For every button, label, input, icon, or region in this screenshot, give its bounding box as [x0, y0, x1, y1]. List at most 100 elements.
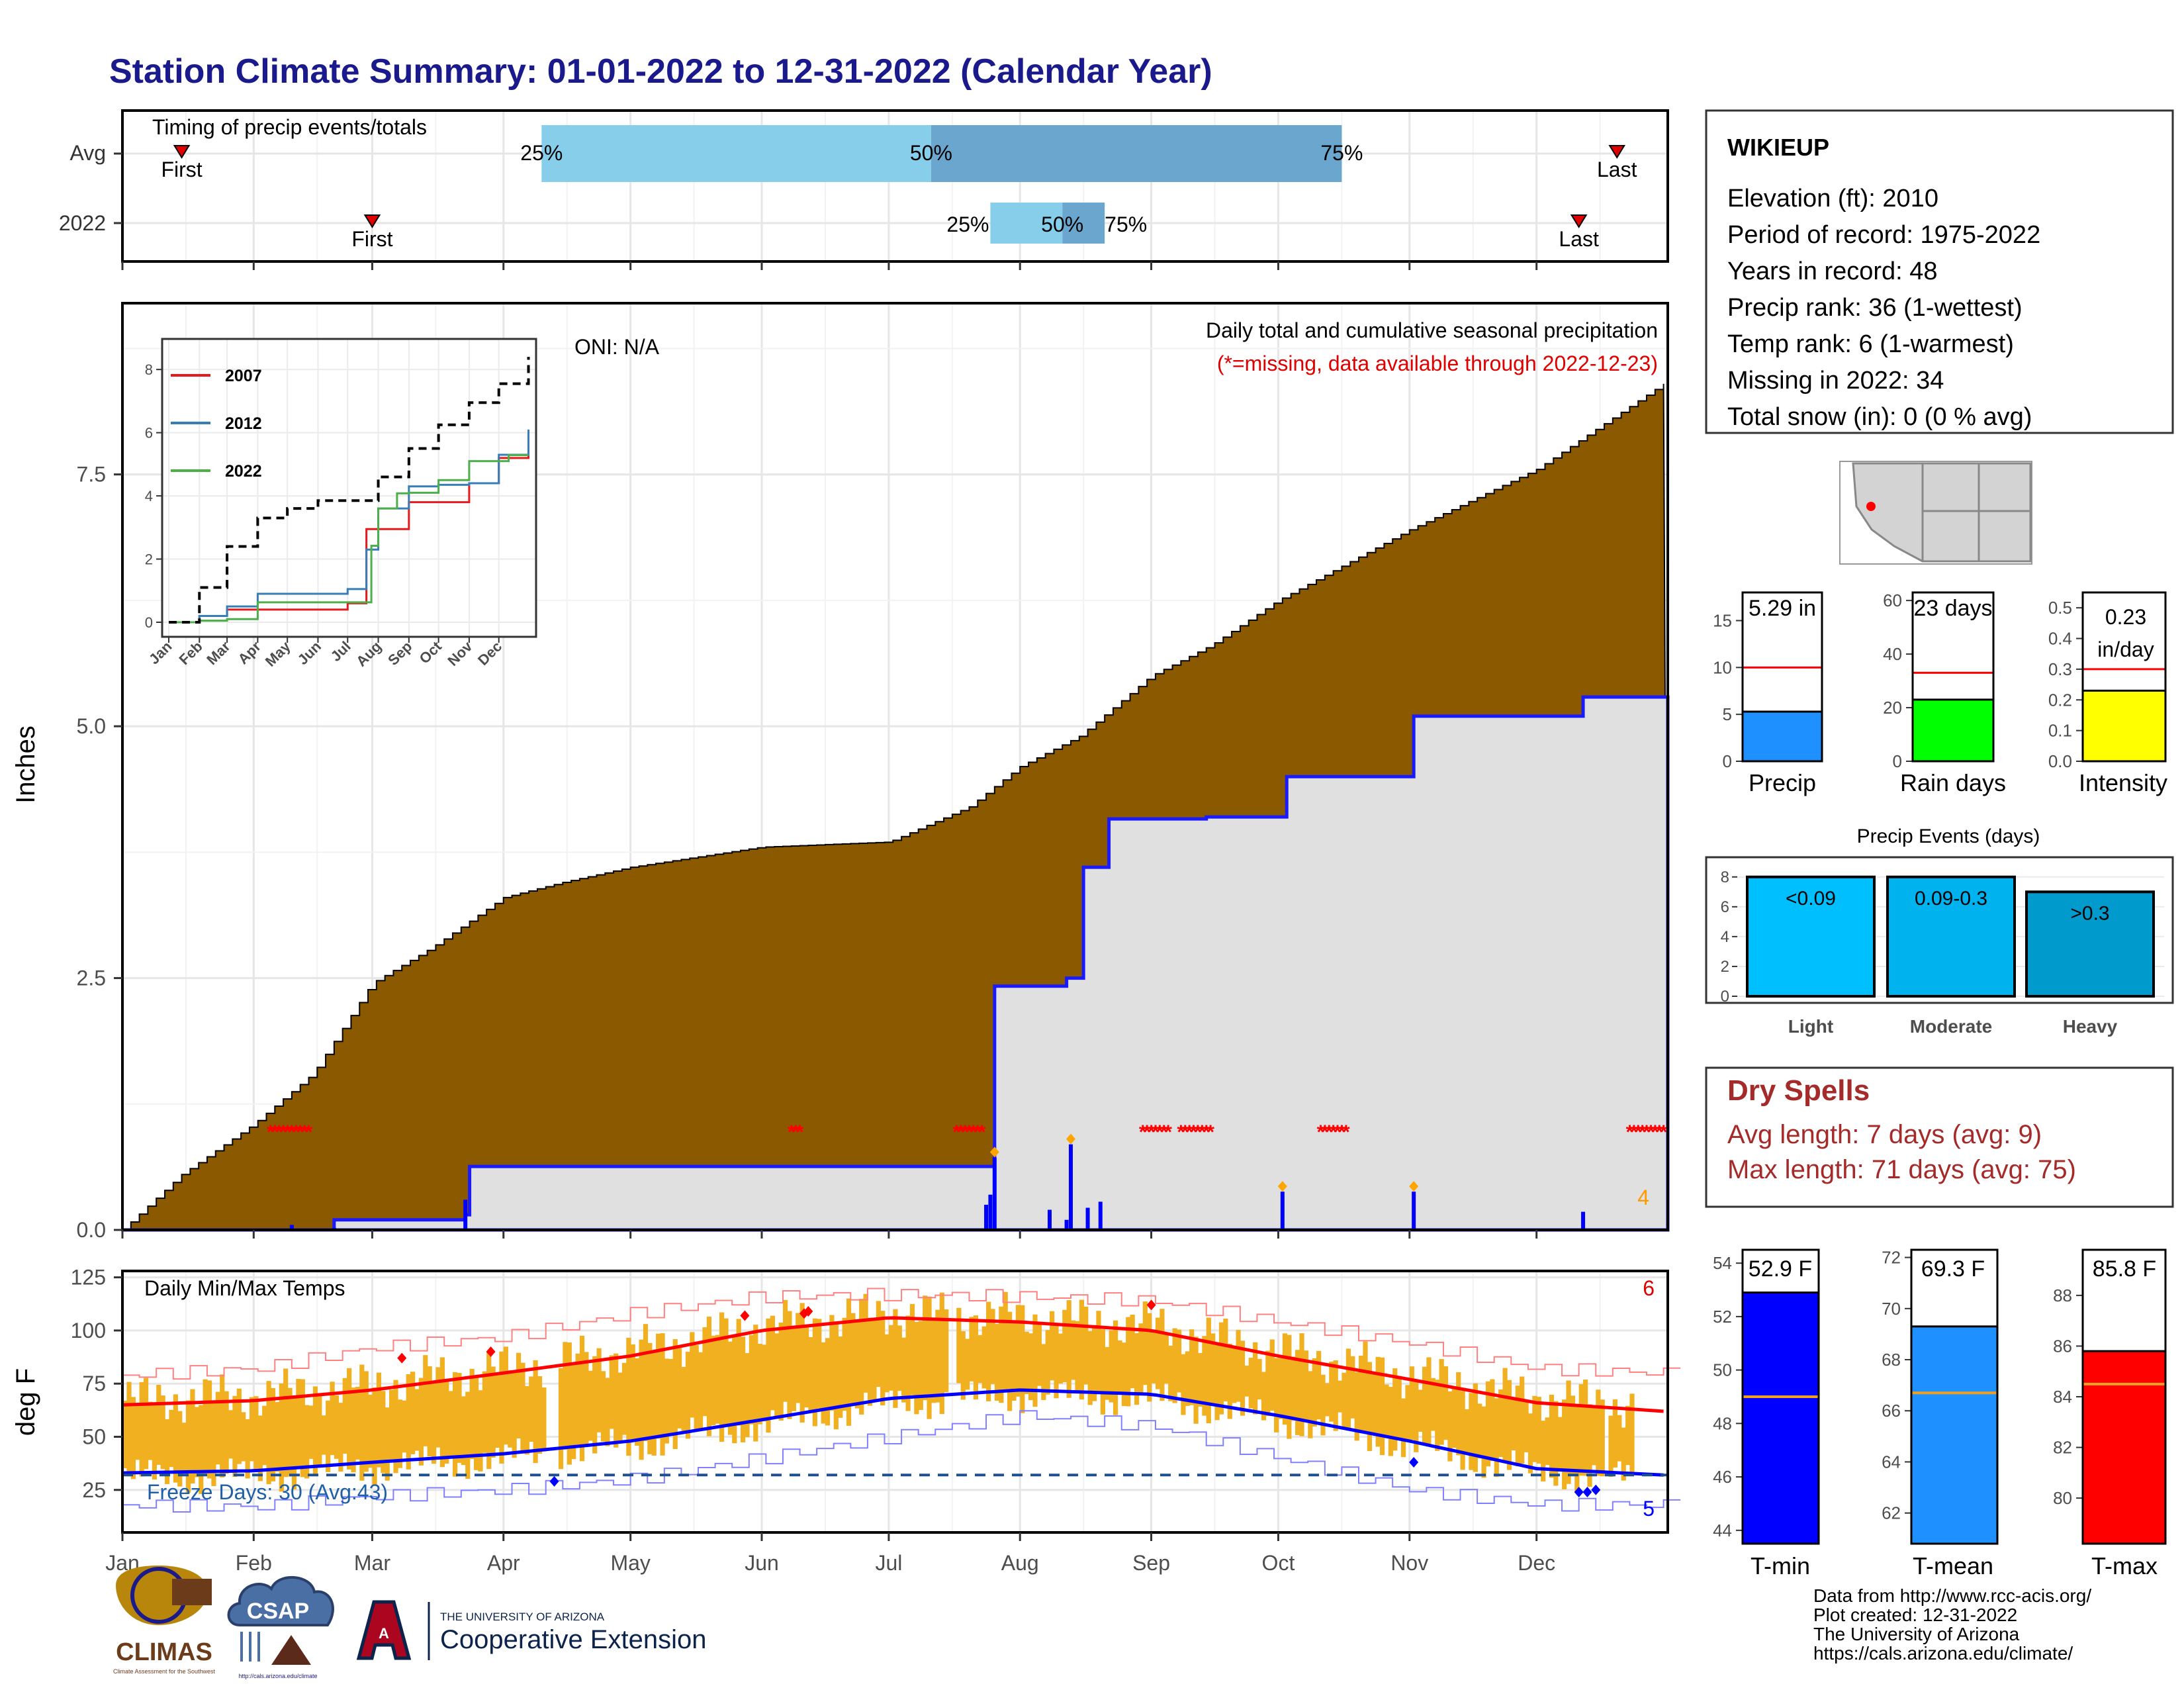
temp-range-bar — [944, 1309, 949, 1393]
temp-range-bar — [406, 1374, 411, 1470]
temp-range-bar — [1490, 1379, 1495, 1461]
temp-range-bar — [1498, 1389, 1504, 1457]
temp-range-bar — [956, 1307, 962, 1383]
temp-x-ticks — [121, 1532, 1538, 1541]
temp-range-bar — [732, 1334, 737, 1444]
precip-events-chart: Precip Events (days) 0 2 4 6 8 <0.09 Light 0.09… — [1705, 825, 2174, 1037]
temp-range-bar — [1189, 1329, 1195, 1405]
temp-range-bar — [1232, 1347, 1237, 1403]
temp-range-bar — [600, 1371, 606, 1442]
temp-range-bar — [1020, 1305, 1025, 1413]
oni-label: ONI: N/A — [574, 335, 660, 359]
temp-range-bar — [1011, 1323, 1017, 1401]
temp-range-bar — [1028, 1333, 1034, 1401]
mini-bar-frame — [2081, 591, 2167, 763]
temp-range-bar — [291, 1397, 297, 1489]
temp-range-bar — [927, 1296, 932, 1419]
temp-range-bar — [1083, 1306, 1089, 1385]
temp-range-bar — [381, 1391, 386, 1474]
temp-range-bar — [803, 1326, 809, 1408]
tbar-frame — [2081, 1248, 2167, 1545]
temp-range-bar — [1176, 1329, 1182, 1393]
precip-y-ticks: 0.0 2.5 5.0 7.5 — [77, 463, 122, 1242]
temp-range-bar — [461, 1396, 466, 1466]
temp-range-bar — [782, 1299, 788, 1402]
temp-range-bar — [1105, 1346, 1110, 1400]
temp-range-bar — [537, 1376, 543, 1454]
mini-bar-y-tick-label: 0.4 — [2048, 629, 2072, 649]
month-tick-label: Nov — [1390, 1551, 1428, 1575]
temp-range-bar — [685, 1351, 691, 1439]
timing-bars: 25% 50% 75% First Last 25% 50% 75% First Last — [161, 125, 1637, 251]
mini-bar-fill — [1741, 710, 1823, 763]
missing-marker: * — [300, 1121, 308, 1143]
temp-range-bar — [1494, 1398, 1499, 1477]
tbar-y-tick-label: 50 — [1713, 1360, 1732, 1380]
temp-range-bar — [1015, 1305, 1021, 1397]
temp-range-bar — [1142, 1301, 1148, 1385]
temp-range-bar — [1227, 1343, 1232, 1419]
temp-range-bar — [741, 1336, 746, 1442]
tbar-y-tick-label: 70 — [1882, 1299, 1901, 1319]
temp-range-bar — [448, 1391, 453, 1456]
climas-logo: CLIMAS Climate Assessment for the Southw… — [113, 1566, 216, 1675]
temp-range-bar — [1109, 1330, 1114, 1403]
temp-range-bar — [1024, 1331, 1029, 1395]
temp-range-bar — [639, 1339, 644, 1460]
temp-range-bar — [465, 1391, 471, 1479]
temp-range-bar — [563, 1342, 568, 1450]
temp-range-bar — [778, 1323, 784, 1421]
temp-range-bar — [1375, 1356, 1381, 1447]
dry-spells-box: Dry Spells Avg length: 7 days (avg: 9) M… — [1705, 1066, 2174, 1208]
events-y-tick-label: 8 — [1721, 868, 1729, 886]
daily-precip-top-marker — [1277, 1181, 1287, 1192]
temp-range-bar — [588, 1370, 593, 1441]
temp-range-bar — [630, 1344, 635, 1442]
inset-y-tick-label: 4 — [145, 488, 153, 504]
missing-marker: * — [1164, 1121, 1172, 1143]
temp-range-bar — [1541, 1421, 1546, 1481]
temp-range-bar — [1414, 1380, 1419, 1452]
temp-range-bar — [1075, 1321, 1080, 1392]
mini-bar-y-tick-label: 10 — [1713, 657, 1732, 677]
temp-range-bar — [1058, 1333, 1063, 1384]
temp-range-bar — [1007, 1311, 1013, 1411]
record-low-marker — [1574, 1486, 1584, 1497]
tbar-label-tmean: T-mean — [1913, 1552, 1993, 1579]
timing-row-label-avg: Avg — [69, 141, 106, 165]
missing-marker: * — [978, 1121, 986, 1143]
temp-range-bar — [389, 1389, 394, 1460]
temp-range-bar — [1282, 1333, 1288, 1425]
inset-frame — [161, 338, 537, 638]
temp-range-bar — [931, 1317, 936, 1403]
tmax-bar-chart: 80 82 84 86 88 — [2053, 1248, 2167, 1545]
missing-marker: * — [961, 1121, 969, 1143]
missing-marker: * — [1634, 1121, 1642, 1143]
temp-range-bar — [1138, 1323, 1144, 1393]
missing-marker: * — [279, 1121, 287, 1143]
temp-range-bar — [1621, 1427, 1626, 1481]
daily-precip-bar — [1412, 1192, 1416, 1230]
month-tick-label: Feb — [236, 1551, 272, 1575]
missing-marker: * — [1148, 1121, 1156, 1143]
daily-precip-bar — [1581, 1211, 1586, 1230]
tbar-y-tick-label: 66 — [1882, 1401, 1901, 1421]
mini-bar-frame — [1911, 591, 1995, 763]
temp-range-bar — [266, 1381, 271, 1485]
temp-panel-frame — [121, 1270, 1669, 1534]
csap-mountains — [271, 1635, 311, 1665]
timing-panel-title: Timing of precip events/totals — [152, 115, 427, 139]
temp-range-bar — [965, 1338, 970, 1390]
temp-range-bar — [1066, 1300, 1071, 1398]
timing-bar-q1 — [541, 125, 931, 182]
temp-range-bar — [503, 1346, 508, 1445]
temp-range-bar — [203, 1379, 208, 1475]
temp-range-bar — [897, 1325, 902, 1391]
missing-marker: * — [275, 1121, 283, 1143]
temp-range-bar — [486, 1352, 492, 1470]
temp-y-axis-label: deg F — [11, 1368, 40, 1436]
temp-range-bar — [1396, 1378, 1402, 1440]
temp-range-bar — [432, 1382, 437, 1464]
temp-range-bar — [1557, 1417, 1563, 1470]
temp-range-bar — [736, 1319, 741, 1426]
